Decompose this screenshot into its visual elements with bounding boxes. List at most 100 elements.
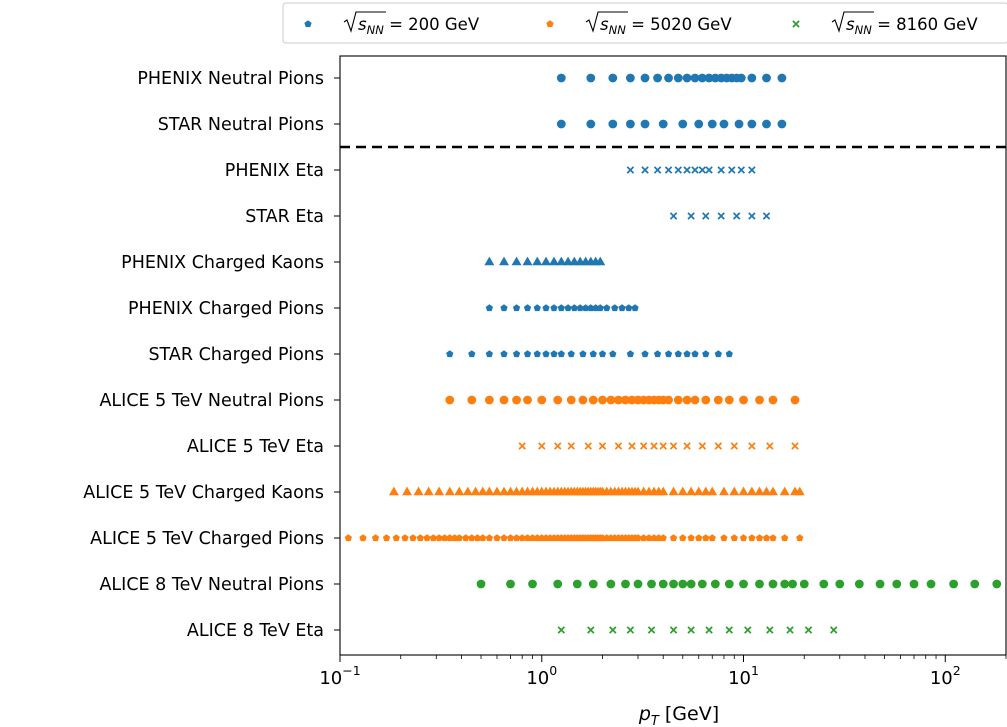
y-tick-label: ALICE 5 TeV Eta [187, 437, 324, 457]
data-point [705, 166, 713, 174]
legend-marker [546, 20, 554, 28]
legend-label: sNN = 5020 GeV [600, 15, 732, 37]
data-point [710, 579, 720, 589]
data-point [698, 166, 707, 174]
data-point [762, 212, 771, 220]
data-point [755, 579, 764, 589]
data-point [724, 395, 734, 405]
data-point [679, 534, 687, 542]
data-point [691, 350, 699, 358]
data-point [542, 304, 550, 312]
data-point [609, 350, 617, 358]
data-point [556, 73, 566, 83]
data-point [669, 534, 678, 542]
data-point [441, 534, 449, 542]
data-point [640, 73, 650, 83]
y-tick-label: STAR Charged Pions [148, 345, 324, 365]
data-point [446, 534, 454, 542]
data-point [695, 534, 703, 542]
data-point [344, 534, 352, 542]
data-point [512, 304, 521, 312]
legend-box [282, 2, 1007, 44]
data-point [476, 579, 486, 589]
data-point [799, 579, 809, 589]
data-point [614, 442, 623, 450]
y-tick-label: PHENIX Charged Kaons [121, 253, 324, 273]
data-point [618, 304, 626, 312]
data-point [707, 119, 717, 129]
data-point [697, 73, 707, 83]
data-point [769, 534, 777, 542]
data-point [653, 166, 662, 174]
data-point [549, 256, 559, 266]
data-point [500, 350, 508, 358]
data-point [479, 534, 487, 542]
data-point [659, 442, 667, 450]
data-point [729, 486, 740, 496]
data-point [762, 534, 771, 542]
data-point [485, 350, 493, 358]
data-point [523, 534, 532, 542]
data-point [626, 626, 635, 634]
data-point [445, 395, 455, 405]
data-point [557, 626, 566, 634]
data-point [625, 119, 635, 129]
data-point [587, 304, 595, 312]
data-point [736, 73, 746, 83]
data-point [694, 119, 704, 129]
data-point [647, 626, 656, 634]
legend-marker [792, 20, 800, 28]
data-point [677, 486, 688, 496]
data-point [554, 442, 562, 450]
data-point [788, 579, 797, 589]
data-point [713, 395, 723, 405]
data-point [691, 166, 699, 174]
data-point [401, 534, 409, 542]
data-point [416, 534, 424, 542]
data-point [429, 534, 437, 542]
data-point [626, 166, 635, 174]
data-point [512, 350, 521, 358]
data-point [796, 534, 804, 542]
data-point [653, 350, 662, 358]
data-point [779, 486, 790, 496]
series-alice-5-tev-neutral-pions [445, 395, 800, 405]
data-point [423, 534, 431, 542]
data-point [499, 256, 509, 266]
series-alice-5-tev-charged-pions [344, 534, 804, 542]
data-point [500, 304, 508, 312]
legend-sqrt-sign [585, 11, 628, 33]
data-point [678, 579, 688, 589]
y-tick-label: ALICE 8 TeV Neutral Pions [99, 575, 324, 595]
data-point [738, 486, 749, 496]
data-point [683, 166, 691, 174]
data-point [589, 350, 597, 358]
data-point [674, 166, 682, 174]
data-point [467, 395, 477, 405]
data-point [762, 73, 771, 83]
data-point [780, 579, 790, 589]
data-point [454, 486, 465, 496]
data-point [484, 256, 495, 266]
data-point [790, 395, 800, 405]
data-point [506, 534, 515, 542]
data-point [673, 73, 683, 83]
data-point [423, 486, 434, 496]
data-point [641, 350, 649, 358]
data-point [473, 534, 482, 542]
data-point [518, 442, 526, 450]
data-point [455, 534, 463, 542]
data-point [598, 395, 607, 405]
data-point [653, 73, 662, 83]
data-point [523, 395, 532, 405]
data-point [683, 350, 691, 358]
data-point [664, 350, 673, 358]
data-point [499, 486, 509, 496]
data-point [690, 395, 700, 405]
data-point [541, 256, 551, 266]
data-point [621, 395, 630, 405]
plot-frame [339, 55, 1007, 656]
data-point [511, 256, 522, 266]
series-phenix-charged-kaons [484, 256, 606, 266]
